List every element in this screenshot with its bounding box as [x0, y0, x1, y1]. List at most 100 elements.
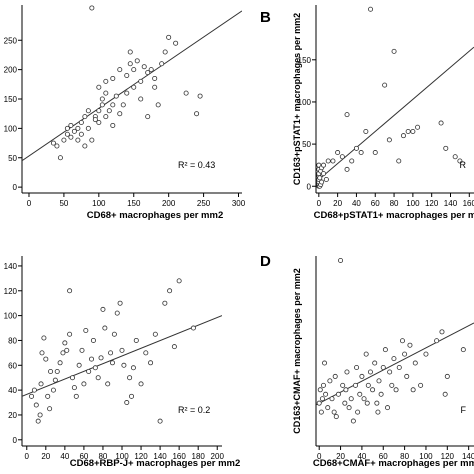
data-point [439, 329, 445, 335]
data-point [96, 120, 102, 126]
data-point [329, 396, 335, 402]
data-point [173, 40, 179, 46]
x-tick-label: 200 [211, 452, 225, 461]
y-tick-label: 100 [298, 98, 312, 107]
data-point [396, 365, 402, 371]
x-tick-label: 40 [352, 199, 361, 208]
data-point [442, 391, 448, 397]
data-point [322, 360, 328, 366]
data-point [64, 125, 70, 131]
y-tick-label: 50 [8, 154, 17, 163]
data-point [145, 70, 151, 76]
data-point [54, 143, 60, 149]
x-tick-label: 160 [463, 199, 474, 208]
data-point [321, 162, 327, 168]
y-tick-label: 0 [13, 183, 18, 192]
data-point [127, 49, 133, 55]
data-point [110, 122, 116, 128]
x-tick-label: 140 [462, 452, 474, 461]
data-point [155, 102, 161, 108]
y-tick-label: 0 [307, 182, 312, 191]
data-point [47, 406, 53, 412]
data-point [317, 387, 323, 393]
x-tick-label: 160 [172, 452, 186, 461]
data-point [124, 73, 130, 79]
x-tick-label: 80 [98, 452, 107, 461]
data-point [331, 409, 337, 415]
data-point [29, 393, 35, 399]
y-axis-label: CD163+CMAF+ macrophages per mm2 [292, 268, 302, 434]
data-point [96, 84, 102, 90]
x-tick-label: 60 [79, 452, 88, 461]
data-point [434, 338, 440, 344]
data-point [319, 179, 325, 185]
x-tick-label: 140 [153, 452, 167, 461]
data-point [359, 373, 365, 379]
regression-line [316, 322, 474, 406]
x-tick-label: 200 [162, 199, 176, 208]
data-point [111, 331, 117, 337]
data-point [76, 362, 82, 368]
data-point [145, 114, 151, 120]
data-point [57, 360, 63, 366]
y-tick-label: 120 [4, 287, 18, 296]
data-point [399, 338, 405, 344]
data-point [141, 64, 147, 70]
data-point [378, 391, 384, 397]
y-tick-label: 100 [4, 124, 18, 133]
y-axis-label: CD163+pSTAT1+ macrophages per mm2 [292, 13, 302, 185]
x-tick-label: 40 [60, 452, 69, 461]
data-point [386, 137, 392, 143]
x-tick-label: 100 [406, 199, 420, 208]
data-point [396, 158, 402, 164]
data-point [357, 391, 363, 397]
y-tick-label: 140 [4, 262, 18, 271]
y-tick-label: 50 [302, 140, 311, 149]
data-point [444, 373, 450, 379]
data-point [171, 344, 177, 350]
data-point [124, 90, 130, 96]
data-point [92, 365, 98, 371]
data-point [335, 150, 341, 156]
data-point [368, 6, 374, 12]
x-tick-label: 180 [192, 452, 206, 461]
data-point [64, 131, 70, 137]
data-point [120, 102, 126, 108]
regression-line [22, 315, 222, 397]
x-tick-label: 40 [357, 452, 366, 461]
data-point [133, 337, 139, 343]
panel-letter-d: D [260, 253, 271, 270]
data-point [166, 34, 172, 40]
x-axis-label: CD68+CMAF+ macrophages per mm [313, 458, 474, 469]
data-point [92, 117, 98, 123]
data-point [385, 405, 391, 411]
x-tick-label: 300 [232, 199, 246, 208]
data-point [372, 150, 378, 156]
data-point [99, 96, 105, 102]
data-point [43, 356, 49, 362]
data-point [376, 378, 382, 384]
r-squared-label: R [460, 160, 467, 170]
data-point [405, 128, 411, 134]
data-point [321, 171, 327, 177]
data-point [363, 128, 369, 134]
data-point [400, 133, 406, 139]
data-point [96, 108, 102, 114]
data-point [45, 393, 51, 399]
x-axis-label: CD68+pSTAT1+ macrophages per m [314, 210, 474, 221]
data-point [335, 391, 341, 397]
data-point [113, 93, 119, 99]
x-tick-label: 60 [379, 452, 388, 461]
x-tick-label: 100 [419, 452, 433, 461]
data-point [106, 108, 112, 114]
data-point [85, 108, 91, 114]
data-point [130, 365, 136, 371]
data-point [375, 409, 381, 415]
data-point [365, 382, 371, 388]
data-point [176, 278, 182, 284]
data-point [82, 114, 88, 120]
data-point [38, 381, 44, 387]
r-squared-label: R² = 0.2 [178, 405, 210, 415]
data-point [197, 93, 203, 99]
